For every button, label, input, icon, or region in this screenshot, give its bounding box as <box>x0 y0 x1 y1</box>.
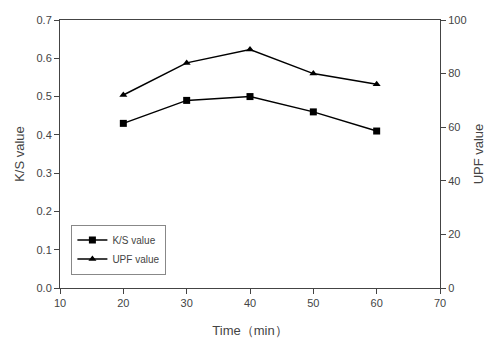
svg-text:30: 30 <box>181 297 193 309</box>
svg-text:Time（min）: Time（min） <box>212 323 287 338</box>
svg-text:10: 10 <box>54 297 66 309</box>
svg-text:0.6: 0.6 <box>37 52 52 64</box>
svg-text:40: 40 <box>244 297 256 309</box>
svg-text:K/S value: K/S value <box>12 126 27 182</box>
svg-text:0: 0 <box>448 282 454 294</box>
svg-text:20: 20 <box>117 297 129 309</box>
svg-text:0.1: 0.1 <box>37 244 52 256</box>
svg-text:K/S value: K/S value <box>112 235 155 246</box>
svg-text:0.0: 0.0 <box>37 282 52 294</box>
svg-text:70: 70 <box>434 297 446 309</box>
svg-text:60: 60 <box>371 297 383 309</box>
svg-text:UPF value: UPF value <box>112 254 159 265</box>
svg-text:60: 60 <box>448 121 460 133</box>
svg-text:20: 20 <box>448 228 460 240</box>
svg-text:0.5: 0.5 <box>37 90 52 102</box>
svg-text:0.4: 0.4 <box>37 129 52 141</box>
svg-text:100: 100 <box>448 14 466 26</box>
svg-text:50: 50 <box>307 297 319 309</box>
svg-text:0.3: 0.3 <box>37 167 52 179</box>
svg-text:0.2: 0.2 <box>37 205 52 217</box>
svg-text:UPF value: UPF value <box>471 124 486 185</box>
svg-text:0.7: 0.7 <box>37 14 52 26</box>
svg-text:80: 80 <box>448 67 460 79</box>
svg-text:40: 40 <box>448 175 460 187</box>
